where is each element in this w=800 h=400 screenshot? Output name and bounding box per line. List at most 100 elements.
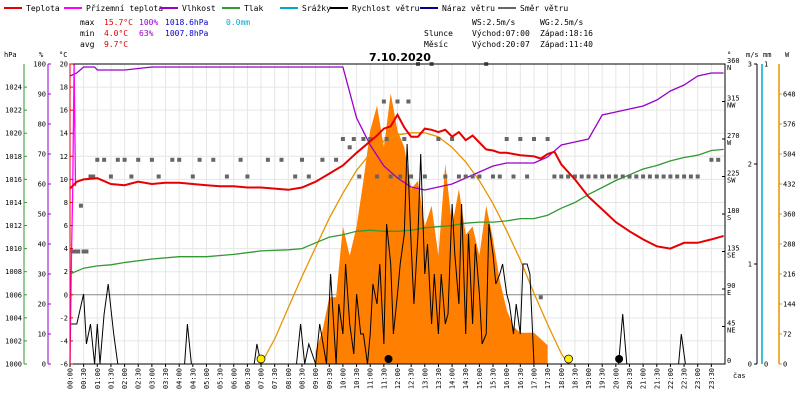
temp-tick-label: 14	[60, 130, 68, 138]
wind-direction-point	[422, 174, 427, 179]
wind-direction-point	[538, 295, 543, 300]
press-axis-title: hPa	[4, 51, 17, 59]
x-axis-title: čas	[733, 372, 746, 380]
x-tick-label: 09:30	[326, 368, 334, 389]
speed-tick-label: 0	[748, 361, 752, 369]
info-sunrise: Východ:07:00	[472, 29, 530, 38]
series-slunecni-zareni	[315, 93, 548, 364]
info-moon-label: Měsíc	[424, 40, 448, 49]
press-tick-label: 1016	[5, 176, 22, 184]
wind-direction-point	[443, 174, 448, 179]
x-tick-label: 04:00	[176, 368, 184, 389]
dir-axis-title: °	[727, 51, 731, 59]
speed-tick-label: 2	[748, 161, 752, 169]
info-sun-label: Slunce	[424, 29, 453, 38]
wind-direction-point	[552, 174, 557, 179]
speed-tick-label: 1	[748, 261, 752, 269]
wind-direction-point	[647, 174, 652, 179]
legend-label: Teplota	[26, 4, 60, 13]
x-tick-label: 14:00	[449, 368, 457, 389]
dir-tick-label: 225	[727, 170, 740, 178]
x-tick-label: 23:00	[694, 368, 702, 389]
wind-direction-point	[334, 157, 339, 162]
speed-tick-label: 3	[748, 61, 752, 69]
stat-temp: 4.0°C	[104, 29, 128, 38]
wind-direction-point	[361, 137, 366, 141]
x-tick-label: 14:30	[462, 368, 470, 389]
wind-direction-point	[91, 174, 96, 179]
wind-direction-point	[654, 174, 659, 179]
x-tick-label: 10:30	[353, 368, 361, 389]
temp-tick-label: 18	[60, 84, 68, 92]
x-tick-label: 05:30	[217, 368, 225, 389]
x-tick-label: 15:00	[476, 368, 484, 389]
x-tick-label: 17:30	[544, 368, 552, 389]
moon-event-marker	[384, 355, 393, 363]
press-tick-label: 1000	[5, 361, 22, 369]
dir-cardinal-label: SW	[727, 177, 736, 185]
x-tick-label: 11:30	[380, 368, 388, 389]
x-tick-label: 18:00	[558, 368, 566, 389]
x-tick-label: 19:30	[599, 368, 607, 389]
wind-direction-point	[409, 174, 414, 179]
wind-direction-point	[627, 174, 632, 179]
press-tick-label: 1002	[5, 337, 22, 345]
stat-humidity: 63%	[139, 29, 154, 38]
dir-tick-label: 135	[727, 245, 740, 253]
x-tick-label: 12:30	[408, 368, 416, 389]
legend-label: Rychlost větru	[352, 4, 420, 13]
solar-tick-label: 360	[783, 211, 796, 219]
series-prizemni-teplota	[69, 63, 77, 365]
wind-direction-point	[668, 174, 673, 179]
axes: 1000100210041006100810101012101410161018…	[4, 51, 796, 389]
wind-direction-point	[375, 174, 379, 179]
temp-tick-label: -2	[60, 314, 68, 322]
dir-cardinal-label: SE	[727, 252, 735, 260]
x-tick-label: 13:30	[435, 368, 443, 389]
sun-event-marker	[256, 354, 266, 364]
chart-title: 7.10.2020	[369, 51, 431, 64]
solar-tick-label: 144	[783, 301, 796, 309]
dir-cardinal-label: NE	[727, 327, 735, 335]
legend: Teplota Přízemní teplota Vlhkost Tlak Srážky…	[4, 4, 568, 13]
wind-direction-point	[491, 174, 495, 179]
dir-cardinal-label: S	[727, 214, 731, 222]
x-tick-label: 16:00	[503, 368, 511, 389]
temp-tick-label: 20	[60, 61, 68, 69]
x-tick-label: 22:00	[667, 368, 675, 389]
x-tick-label: 10:00	[339, 368, 347, 389]
solar-tick-label: 504	[783, 151, 796, 159]
wind-direction-point	[661, 174, 666, 179]
wind-direction-point	[688, 174, 693, 179]
wind-direction-point	[398, 174, 403, 179]
wind-direction-point	[265, 157, 270, 162]
x-tick-label: 13:00	[421, 368, 429, 389]
moon-event-marker	[615, 355, 624, 363]
wind-direction-point	[108, 174, 113, 179]
x-tick-label: 17:00	[531, 368, 539, 389]
x-tick-label: 08:00	[285, 368, 293, 389]
x-tick-label: 15:30	[490, 368, 498, 389]
plot-area	[69, 62, 726, 365]
dir-tick-label: 90	[727, 282, 735, 290]
press-tick-label: 1014	[5, 199, 22, 207]
wind-direction-point	[76, 249, 81, 254]
x-tick-label: 23:30	[708, 368, 716, 389]
wind-direction-point	[70, 249, 75, 254]
stat-label: min	[80, 29, 95, 38]
wind-direction-point	[607, 174, 611, 179]
wind-direction-point	[709, 157, 714, 162]
temp-tick-label: 0	[64, 291, 68, 299]
wind-direction-point	[238, 157, 243, 162]
hum-tick-label: 70	[38, 151, 46, 159]
wind-direction-point	[518, 137, 523, 141]
hum-tick-label: 0	[42, 361, 46, 369]
wind-direction-point	[73, 249, 78, 254]
press-tick-label: 1012	[5, 222, 22, 230]
hum-tick-label: 50	[38, 211, 46, 219]
x-tick-label: 03:30	[162, 368, 170, 389]
wind-direction-point	[357, 174, 362, 179]
dir-cardinal-label: NW	[727, 102, 736, 110]
solar-tick-label: 0	[783, 361, 787, 369]
sun-event-marker	[564, 354, 573, 364]
